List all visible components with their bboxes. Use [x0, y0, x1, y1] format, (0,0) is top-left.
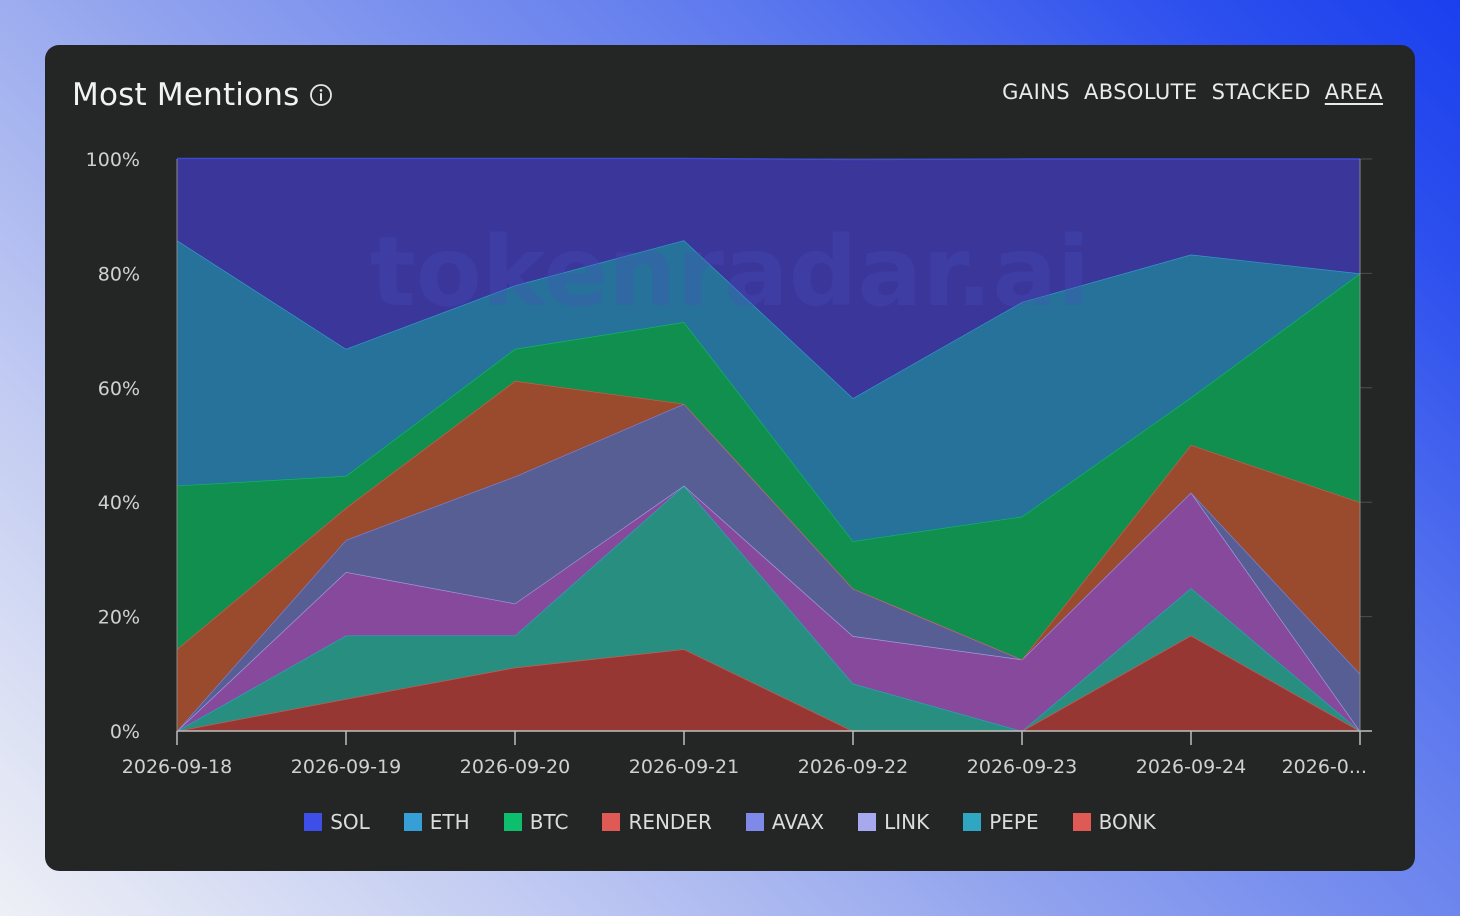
area-link — [177, 485, 1360, 731]
line-sol — [177, 157, 1360, 161]
legend-swatch — [602, 813, 621, 831]
legend-item-avax[interactable]: AVAX — [745, 810, 825, 834]
legend-label: SOL — [330, 810, 370, 834]
legend-label: BTC — [529, 810, 569, 834]
chart-title: Most Mentions — [72, 77, 300, 113]
x-tick-label: 2026-09-20 — [460, 756, 570, 778]
chart-card: Most Mentions GAINS ABSOLUTE STACKED ARE… — [45, 45, 1415, 871]
legend-label: BONK — [1098, 810, 1156, 834]
legend-item-eth[interactable]: ETH — [403, 810, 470, 834]
legend-item-bonk[interactable]: BONK — [1072, 810, 1156, 834]
x-tick-label: 2026-09-24 — [1136, 756, 1246, 778]
area-eth — [177, 240, 1360, 542]
legend: SOL ETH BTC RENDER AVAX LINK PEPE BONK — [45, 810, 1415, 834]
x-tick-label: 2026-09-19 — [291, 756, 401, 778]
tab-gains[interactable]: GAINS — [1002, 80, 1070, 104]
legend-label: ETH — [429, 810, 470, 834]
area-chart: tokenradar.ai 0% 20% 40% 60% 80% 100% 2026-09-… — [86, 149, 1372, 778]
y-tick-label: 60% — [98, 378, 140, 400]
tab-absolute[interactable]: ABSOLUTE — [1084, 80, 1198, 104]
x-tick-label: 2026-09-22 — [798, 756, 908, 778]
watermark: tokenradar.ai — [370, 216, 1090, 328]
info-icon[interactable] — [309, 83, 333, 107]
x-tick-label: 2026-0... — [1282, 756, 1367, 778]
legend-item-pepe[interactable]: PEPE — [963, 810, 1039, 834]
area-pepe — [177, 485, 1360, 731]
legend-item-sol[interactable]: SOL — [304, 810, 370, 834]
legend-label: RENDER — [628, 810, 712, 834]
tab-stacked[interactable]: STACKED — [1211, 80, 1311, 104]
x-tick-label: 2026-09-23 — [967, 756, 1077, 778]
legend-item-link[interactable]: LINK — [858, 810, 929, 834]
legend-item-btc[interactable]: BTC — [503, 810, 569, 834]
legend-swatch — [304, 813, 323, 831]
y-tick-label: 0% — [110, 721, 140, 743]
tab-area[interactable]: AREA — [1324, 80, 1383, 104]
legend-swatch — [1072, 813, 1091, 831]
legend-label: AVAX — [771, 810, 825, 834]
legend-item-render[interactable]: RENDER — [602, 810, 712, 834]
legend-swatch — [403, 813, 422, 831]
x-tick-label: 2026-09-21 — [629, 756, 739, 778]
x-tick-label: 2026-09-18 — [122, 756, 232, 778]
legend-swatch — [745, 813, 764, 831]
area-btc — [177, 273, 1360, 660]
title-row: Most Mentions — [72, 75, 333, 115]
y-tick-label: 40% — [98, 492, 140, 514]
legend-label: LINK — [884, 810, 930, 834]
y-tick-label: 20% — [98, 607, 140, 629]
legend-swatch — [858, 813, 877, 831]
y-tick-label: 80% — [98, 263, 140, 285]
view-tabs: GAINS ABSOLUTE STACKED AREA — [1002, 80, 1383, 104]
area-avax — [177, 403, 1360, 731]
legend-swatch — [503, 813, 522, 831]
legend-swatch — [963, 813, 982, 831]
area-series — [176, 157, 1361, 732]
axes: 0% 20% 40% 60% 80% 100% 2026-09-18 2026-09-19 20… — [86, 149, 1372, 778]
y-tick-label: 100% — [86, 149, 140, 171]
legend-label: PEPE — [989, 810, 1039, 834]
area-render — [177, 380, 1360, 731]
area-sol — [177, 158, 1360, 399]
